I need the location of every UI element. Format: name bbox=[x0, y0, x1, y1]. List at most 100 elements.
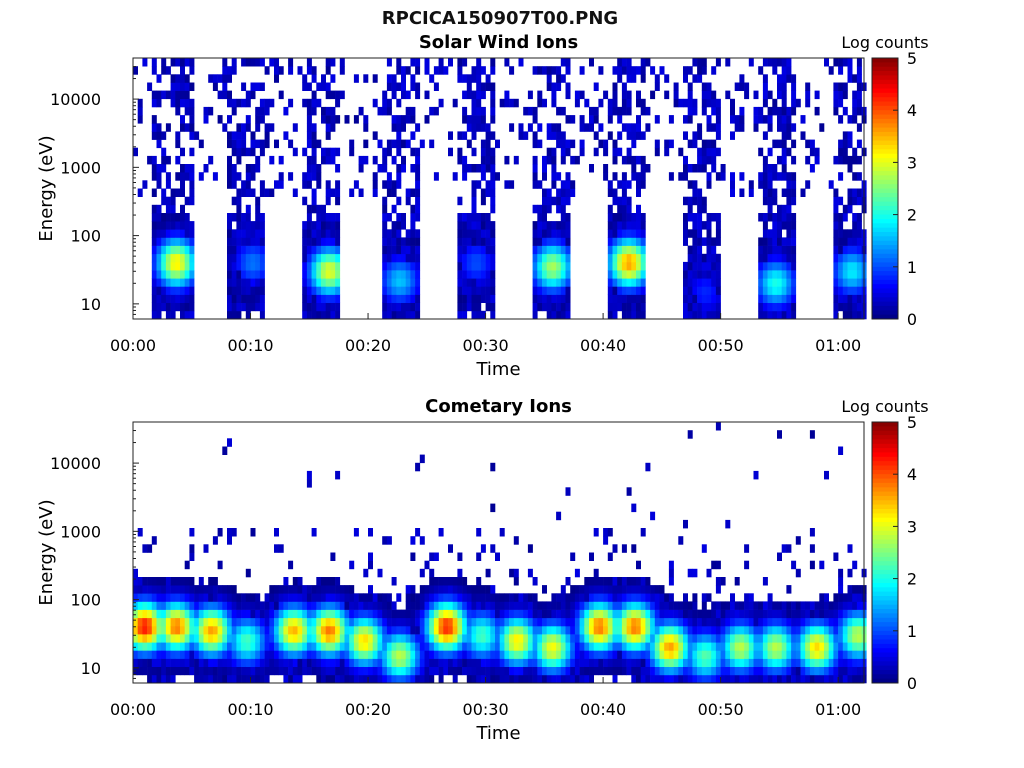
spectrogram-cell bbox=[255, 213, 261, 222]
spectrogram-cell bbox=[415, 601, 421, 610]
spectrogram-cell bbox=[687, 278, 693, 287]
spectrogram-cell bbox=[532, 131, 538, 140]
spectrogram-cell bbox=[278, 180, 284, 189]
spectrogram-cell bbox=[311, 221, 317, 230]
spectrogram-cell bbox=[358, 106, 364, 116]
spectrogram-cell bbox=[767, 286, 773, 295]
spectrogram-cell bbox=[560, 229, 566, 238]
spectrogram-cell bbox=[353, 642, 359, 651]
spectrogram-cell bbox=[551, 625, 557, 635]
spectrogram-cell bbox=[466, 253, 472, 263]
spectrogram-cell bbox=[396, 98, 402, 108]
spectrogram-cell bbox=[556, 302, 562, 312]
spectrogram-cell bbox=[255, 106, 261, 116]
spectrogram-cell bbox=[791, 98, 797, 108]
spectrogram-cell bbox=[429, 593, 435, 602]
spectrogram-cell bbox=[302, 310, 308, 320]
spectrogram-cell bbox=[730, 658, 735, 667]
spectrogram-cell bbox=[640, 164, 646, 173]
spectrogram-cell bbox=[556, 245, 562, 255]
spectrogram-cell bbox=[137, 577, 143, 586]
spectrogram-cell bbox=[283, 674, 289, 684]
spectrogram-cell bbox=[598, 650, 604, 659]
spectrogram-cell bbox=[720, 625, 726, 635]
spectrogram-cell bbox=[462, 253, 468, 263]
spectrogram-cell bbox=[842, 609, 848, 619]
spectrogram-cell bbox=[565, 286, 571, 295]
spectrogram-cell bbox=[259, 609, 265, 619]
spectrogram-cell bbox=[250, 625, 256, 635]
spectrogram-cell bbox=[772, 270, 778, 279]
spectrogram-cell bbox=[391, 180, 397, 189]
spectrogram-cell bbox=[321, 261, 326, 271]
spectrogram-cell bbox=[236, 294, 242, 303]
spectrogram-cell bbox=[683, 164, 688, 173]
spectrogram-cell bbox=[321, 577, 326, 586]
spectrogram-cell bbox=[396, 261, 402, 271]
spectrogram-cell bbox=[457, 302, 463, 312]
spectrogram-cell bbox=[523, 131, 529, 140]
spectrogram-cell bbox=[471, 131, 477, 140]
spectrogram-cell bbox=[626, 617, 632, 627]
spectrogram-cell bbox=[180, 188, 185, 197]
spectrogram-cell bbox=[631, 650, 637, 659]
spectrogram-cell bbox=[405, 229, 411, 238]
colorbar-segment bbox=[872, 456, 898, 462]
spectrogram-cell bbox=[640, 585, 646, 594]
spectrogram-cell bbox=[462, 261, 468, 271]
spectrogram-cell bbox=[584, 577, 590, 586]
colorbar-segment bbox=[872, 227, 898, 233]
spectrogram-cell bbox=[480, 90, 486, 100]
spectrogram-cell bbox=[480, 82, 486, 91]
spectrogram-cell bbox=[151, 66, 157, 75]
spectrogram-cell bbox=[462, 625, 468, 635]
spectrogram-cell bbox=[683, 666, 688, 676]
spectrogram-cell bbox=[372, 593, 378, 602]
spectrogram-cell bbox=[372, 617, 378, 627]
spectrogram-cell bbox=[180, 172, 185, 181]
spectrogram-cell bbox=[438, 650, 444, 659]
spectrogram-cell bbox=[758, 617, 764, 627]
spectrogram-cell bbox=[697, 164, 703, 173]
spectrogram-cell bbox=[151, 270, 157, 279]
spectrogram-cell bbox=[471, 221, 477, 230]
spectrogram-cell bbox=[551, 155, 557, 165]
spectrogram-cell bbox=[175, 278, 181, 287]
spectrogram-cell bbox=[532, 139, 538, 149]
spectrogram-cell bbox=[668, 625, 674, 635]
spectrogram-cell bbox=[316, 601, 322, 610]
spectrogram-cell bbox=[560, 278, 566, 287]
spectrogram-cell bbox=[786, 650, 792, 659]
spectrogram-cell bbox=[838, 666, 844, 676]
spectrogram-cell bbox=[800, 666, 806, 676]
spectrogram-cell bbox=[777, 115, 782, 124]
spectrogram-cell bbox=[767, 310, 773, 320]
spectrogram-cell bbox=[556, 204, 562, 214]
spectrogram-cell bbox=[697, 245, 703, 255]
spectrogram-cell bbox=[664, 617, 670, 627]
spectrogram-cell bbox=[626, 147, 632, 157]
spectrogram-cell bbox=[203, 593, 209, 602]
spectrogram-cell bbox=[471, 196, 477, 206]
spectrogram-cell bbox=[819, 123, 825, 132]
spectrogram-cell bbox=[532, 302, 538, 312]
spectrogram-cell bbox=[824, 650, 829, 659]
spectrogram-cell bbox=[325, 253, 331, 263]
spectrogram-cell bbox=[852, 213, 858, 222]
spectrogram-cell bbox=[245, 204, 251, 214]
spectrogram-cell bbox=[137, 625, 143, 635]
spectrogram-cell bbox=[255, 196, 261, 206]
spectrogram-cell bbox=[184, 253, 190, 263]
spectrogram-cell bbox=[542, 196, 547, 206]
spectrogram-cell bbox=[739, 674, 745, 684]
spectrogram-cell bbox=[631, 123, 637, 132]
spectrogram-cell bbox=[833, 98, 839, 108]
spectrogram-cell bbox=[274, 634, 279, 643]
spectrogram-cell bbox=[283, 601, 289, 610]
spectrogram-cell bbox=[292, 634, 298, 643]
spectrogram-cell bbox=[560, 601, 566, 610]
spectrogram-cell bbox=[147, 658, 153, 667]
spectrogram-cell bbox=[264, 666, 270, 676]
spectrogram-cell bbox=[386, 229, 392, 238]
spectrogram-cell bbox=[856, 286, 862, 295]
